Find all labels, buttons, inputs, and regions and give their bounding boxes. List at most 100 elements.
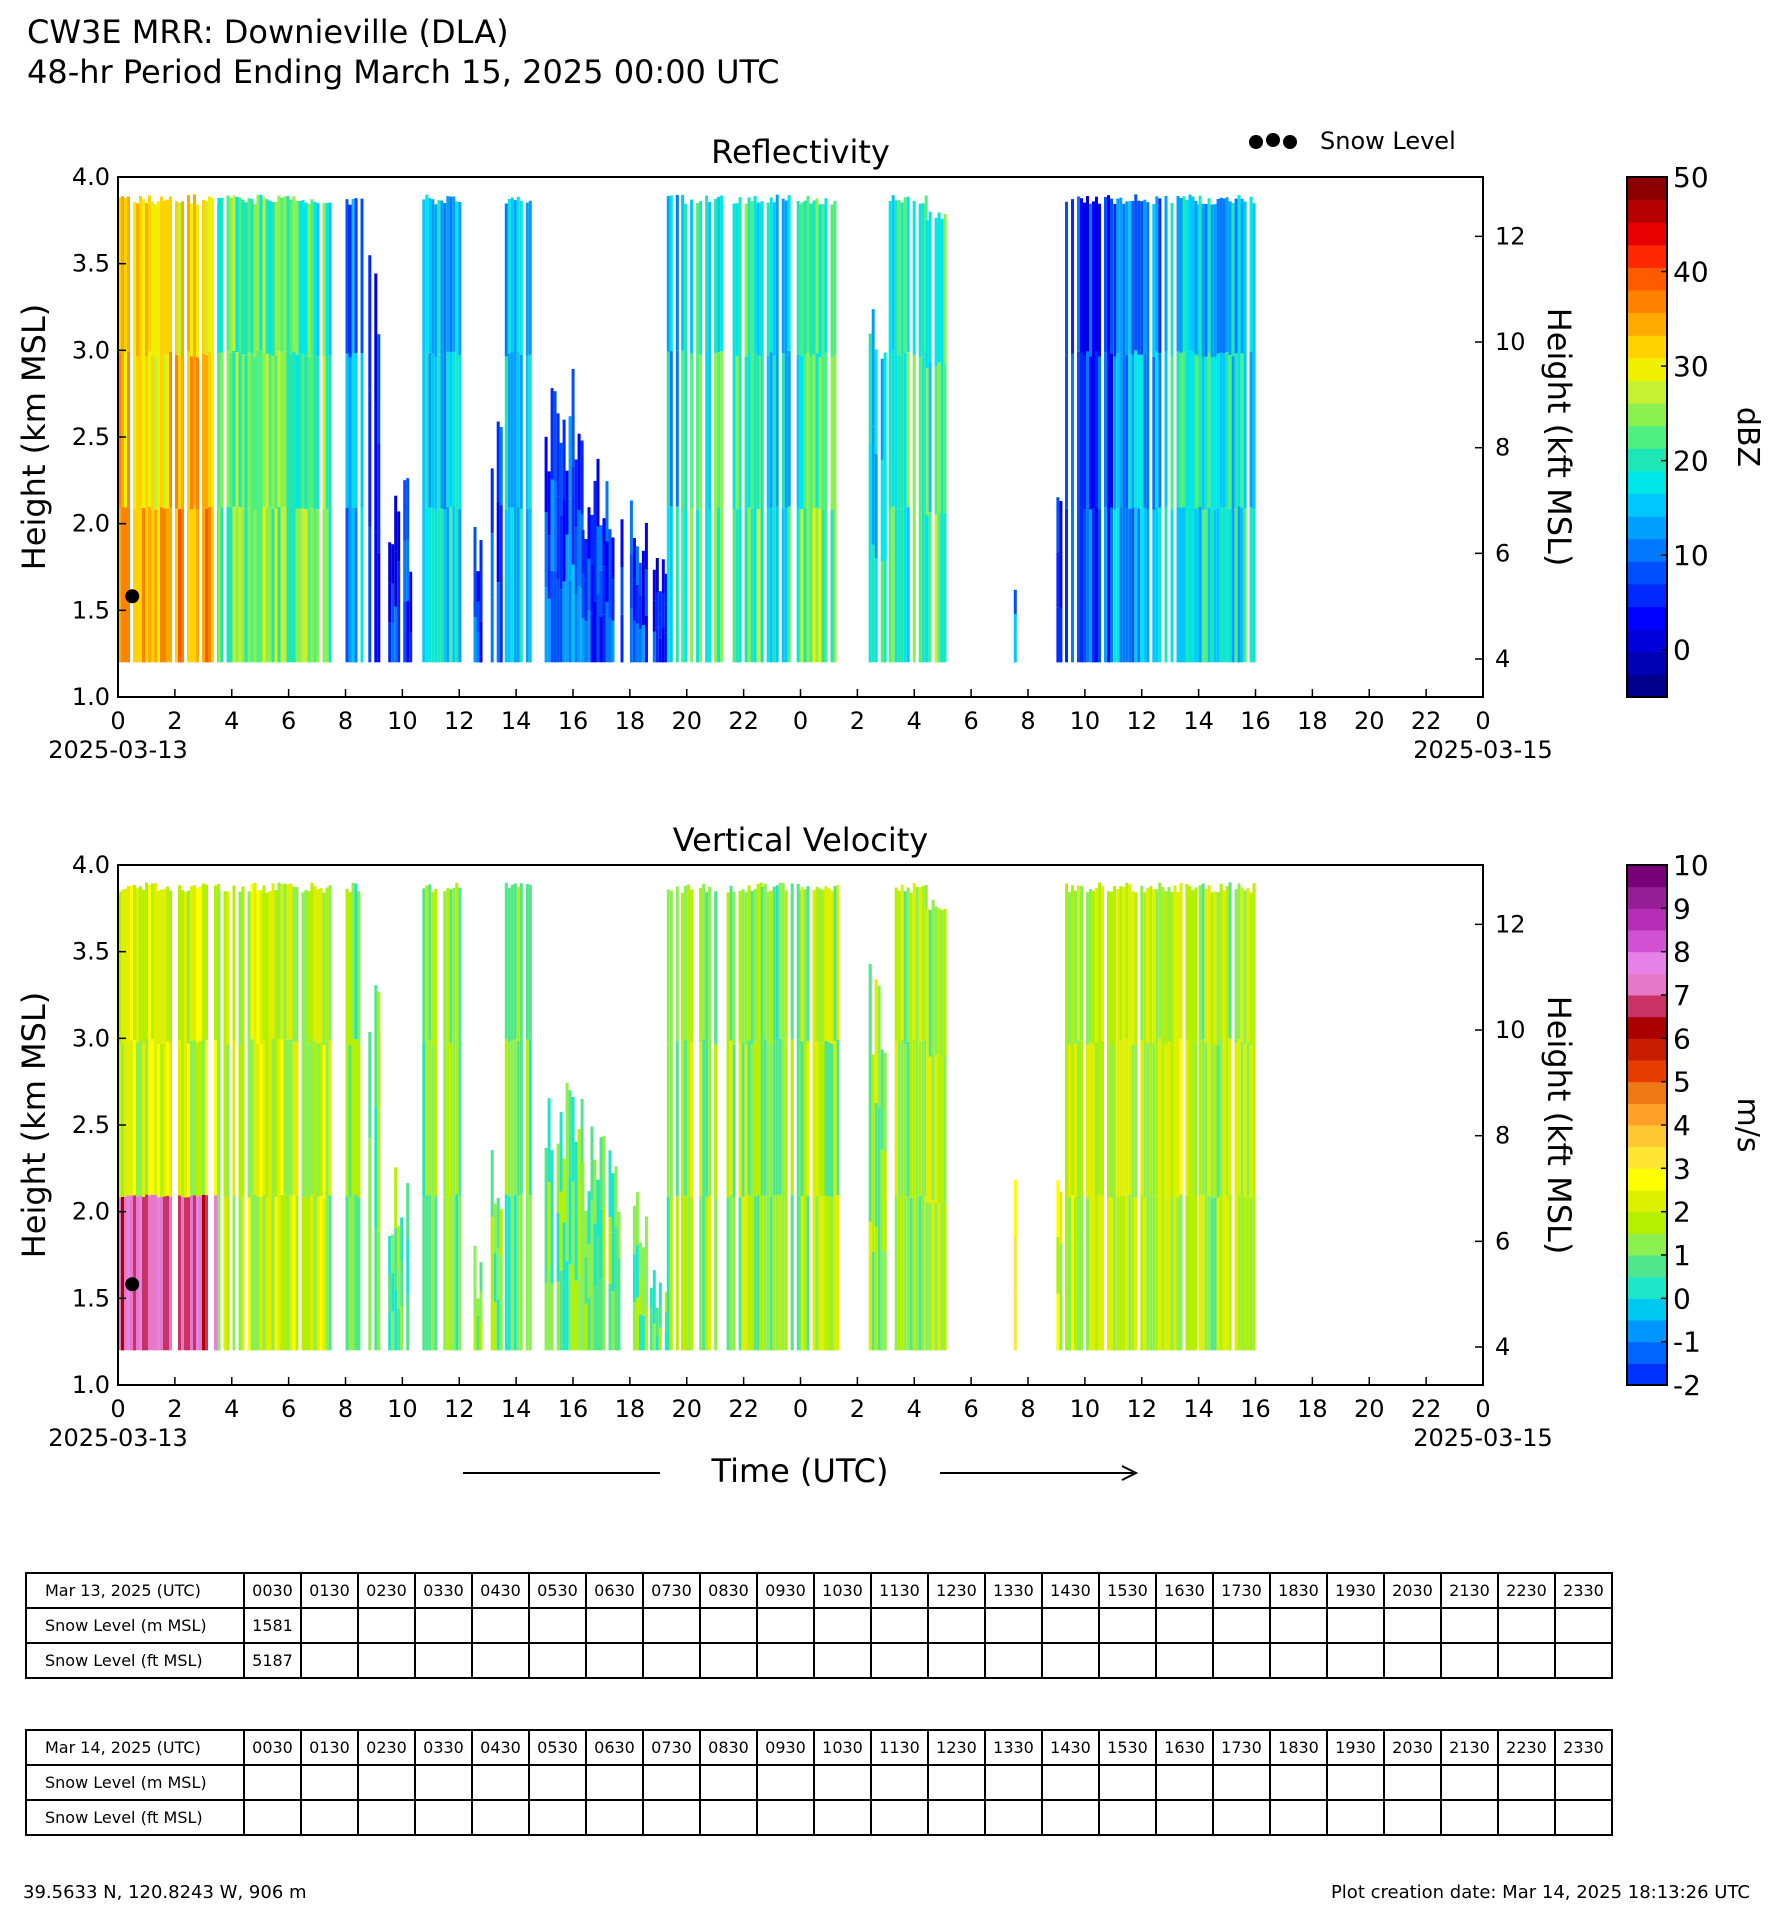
echo-cell bbox=[611, 1232, 615, 1292]
echo-cell bbox=[1207, 1040, 1211, 1196]
table-value-cell bbox=[357, 1607, 416, 1644]
echo-cell bbox=[325, 887, 329, 1042]
echo-cell bbox=[608, 618, 612, 663]
echo-cell bbox=[596, 458, 600, 527]
echo-cell bbox=[664, 1331, 668, 1351]
echo-cell bbox=[629, 500, 633, 555]
echo-cell bbox=[1164, 506, 1168, 663]
echo-cell bbox=[473, 572, 477, 618]
echo-cell bbox=[821, 356, 825, 510]
echo-cell bbox=[568, 1177, 572, 1264]
echo-cell bbox=[181, 201, 184, 355]
echo-cell bbox=[664, 632, 668, 663]
echo-cell bbox=[504, 203, 508, 357]
table-value-cell bbox=[585, 1764, 644, 1801]
echo-cell bbox=[937, 1203, 941, 1351]
echo-cell bbox=[587, 558, 591, 611]
echo-cell bbox=[784, 1043, 788, 1197]
echo-cell bbox=[1125, 1194, 1129, 1351]
table-value-cell bbox=[528, 1607, 587, 1644]
echo-cell bbox=[1179, 1194, 1183, 1351]
echo-cell bbox=[406, 1183, 410, 1239]
echo-cell bbox=[1125, 882, 1129, 1039]
echo-cell bbox=[449, 507, 453, 663]
echo-cell bbox=[553, 391, 557, 482]
echo-cell bbox=[587, 1191, 591, 1245]
echo-cell bbox=[1204, 204, 1208, 357]
echo-cell bbox=[1074, 890, 1077, 1044]
echo-cell bbox=[571, 1265, 575, 1351]
echo-cell bbox=[319, 1042, 323, 1197]
echo-cell bbox=[824, 507, 828, 663]
x-tick-label: 10 bbox=[387, 707, 418, 735]
table-time-cell: 2230 bbox=[1497, 1729, 1556, 1766]
echo-cell bbox=[446, 888, 450, 1043]
table-value-cell bbox=[756, 1799, 815, 1836]
echo-cell bbox=[553, 481, 557, 572]
echo-cell bbox=[490, 533, 494, 598]
echo-cell bbox=[345, 507, 349, 663]
echo-cell bbox=[571, 368, 575, 467]
echo-cell bbox=[928, 361, 932, 513]
y-tick-label: 2.0 bbox=[72, 1198, 110, 1226]
echo-cell bbox=[871, 1054, 875, 1154]
echo-cell bbox=[1113, 1195, 1116, 1351]
table-time-cell: 2130 bbox=[1440, 1729, 1499, 1766]
echo-cell bbox=[516, 507, 520, 663]
colorbar-bin bbox=[1627, 425, 1667, 449]
echo-cell bbox=[1065, 883, 1068, 1040]
echo-cell bbox=[584, 539, 588, 581]
echo-cell bbox=[617, 1211, 621, 1258]
x-tick-label: 8 bbox=[338, 1395, 353, 1423]
echo-cell bbox=[202, 199, 205, 354]
echo-cell bbox=[806, 886, 810, 1041]
echo-cell bbox=[1125, 508, 1129, 663]
echo-cell bbox=[1249, 892, 1253, 1046]
echo-cell bbox=[1140, 885, 1144, 1041]
echo-cell bbox=[928, 1203, 932, 1351]
echo-cell bbox=[593, 480, 597, 542]
echo-cell bbox=[596, 1293, 600, 1351]
echo-cell bbox=[1116, 198, 1120, 354]
x-tick-label: 10 bbox=[1070, 707, 1101, 735]
table-value-cell bbox=[699, 1799, 758, 1836]
echo-cell bbox=[434, 509, 438, 663]
echo-cell bbox=[1143, 1045, 1147, 1198]
echo-cell bbox=[877, 1107, 881, 1229]
echo-cell bbox=[720, 351, 724, 507]
echo-cell bbox=[431, 353, 435, 508]
echo-cell bbox=[406, 601, 410, 663]
echo-cell bbox=[265, 1197, 269, 1351]
echo-cell bbox=[265, 508, 269, 663]
echo-cell bbox=[1113, 203, 1117, 357]
echo-cell bbox=[154, 509, 157, 663]
echo-cell bbox=[1110, 891, 1113, 1045]
table-time-cell: 0630 bbox=[585, 1572, 644, 1609]
echo-cell bbox=[652, 1323, 656, 1351]
echo-cell bbox=[377, 1230, 381, 1351]
echo-cell bbox=[277, 351, 281, 507]
echo-cell bbox=[142, 1196, 145, 1351]
echo-cell bbox=[199, 886, 202, 1041]
echo-cell bbox=[1080, 1040, 1083, 1196]
echo-cell bbox=[684, 1040, 688, 1196]
echo-cell bbox=[681, 195, 685, 351]
echo-cell bbox=[584, 1210, 588, 1258]
echo-cell bbox=[931, 1200, 935, 1351]
echo-cell bbox=[763, 883, 767, 1040]
table-time-cell: 0830 bbox=[699, 1729, 758, 1766]
echo-cell bbox=[824, 352, 828, 508]
echo-cell bbox=[821, 889, 825, 1044]
echo-cell bbox=[283, 883, 287, 1040]
echo-cell bbox=[732, 1197, 736, 1351]
echo-cell bbox=[787, 506, 791, 663]
echo-cell bbox=[1146, 1196, 1150, 1351]
echo-cell bbox=[732, 891, 736, 1045]
echo-cell bbox=[190, 1040, 193, 1196]
y-tick-label: 3.0 bbox=[72, 336, 110, 364]
echo-cell bbox=[577, 1129, 581, 1203]
echo-cell bbox=[921, 885, 925, 1041]
echo-cell bbox=[599, 616, 603, 663]
echo-cell bbox=[154, 1038, 157, 1195]
echo-cell bbox=[1134, 194, 1138, 351]
